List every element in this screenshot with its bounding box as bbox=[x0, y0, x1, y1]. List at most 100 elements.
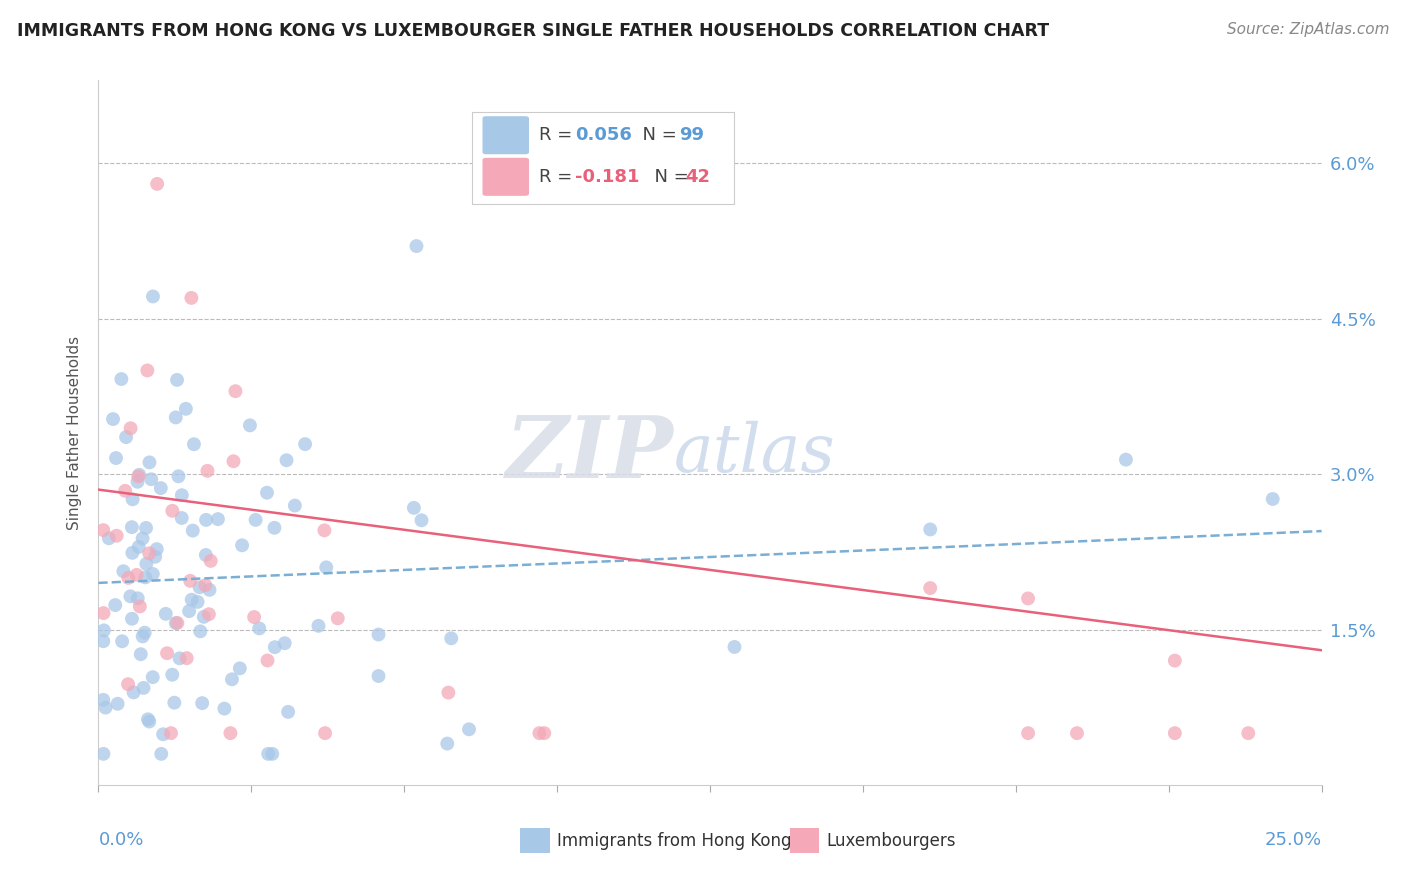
Point bbox=[138, 546, 160, 560]
Point bbox=[146, 177, 169, 191]
Point bbox=[91, 634, 114, 648]
Text: 99: 99 bbox=[679, 127, 704, 145]
Point bbox=[105, 529, 128, 543]
Point bbox=[141, 472, 163, 486]
Point bbox=[93, 747, 115, 761]
Point bbox=[107, 697, 129, 711]
Point bbox=[114, 483, 136, 498]
Point bbox=[243, 610, 266, 624]
Point bbox=[214, 701, 236, 715]
Text: atlas: atlas bbox=[673, 421, 835, 486]
Point bbox=[162, 667, 184, 681]
Point bbox=[138, 714, 160, 729]
Point bbox=[179, 574, 201, 588]
Point bbox=[224, 384, 246, 399]
Point bbox=[131, 629, 153, 643]
Point bbox=[110, 372, 132, 386]
Point bbox=[181, 524, 204, 538]
Text: R =: R = bbox=[538, 127, 578, 145]
Point bbox=[315, 560, 337, 574]
Point bbox=[294, 437, 316, 451]
Point bbox=[93, 606, 115, 620]
Point bbox=[402, 500, 425, 515]
Point bbox=[121, 492, 143, 507]
Point bbox=[277, 705, 299, 719]
Point bbox=[174, 401, 197, 416]
FancyBboxPatch shape bbox=[520, 828, 550, 854]
Point bbox=[405, 239, 427, 253]
Point bbox=[142, 566, 165, 581]
Point bbox=[170, 488, 193, 502]
Point bbox=[97, 531, 120, 545]
Point bbox=[135, 557, 157, 571]
Point bbox=[176, 651, 198, 665]
Point bbox=[222, 454, 245, 468]
Point bbox=[1066, 726, 1088, 740]
Point bbox=[101, 412, 124, 426]
Point bbox=[193, 610, 215, 624]
Point bbox=[195, 513, 218, 527]
Point bbox=[129, 647, 152, 661]
Point bbox=[165, 616, 187, 631]
Point bbox=[135, 521, 157, 535]
Point bbox=[229, 661, 252, 675]
Text: 0.056: 0.056 bbox=[575, 127, 633, 145]
Point bbox=[127, 475, 149, 489]
Point bbox=[149, 481, 172, 495]
Text: IMMIGRANTS FROM HONG KONG VS LUXEMBOURGER SINGLE FATHER HOUSEHOLDS CORRELATION C: IMMIGRANTS FROM HONG KONG VS LUXEMBOURGE… bbox=[17, 22, 1049, 40]
Point bbox=[276, 453, 298, 467]
Point bbox=[198, 582, 221, 597]
Point bbox=[1115, 452, 1137, 467]
Point bbox=[112, 564, 135, 578]
Point bbox=[367, 669, 389, 683]
Point bbox=[160, 726, 183, 740]
Point bbox=[263, 640, 285, 655]
Text: Source: ZipAtlas.com: Source: ZipAtlas.com bbox=[1226, 22, 1389, 37]
Point bbox=[257, 747, 280, 761]
Point bbox=[326, 611, 349, 625]
Text: 25.0%: 25.0% bbox=[1264, 830, 1322, 849]
Text: -0.181: -0.181 bbox=[575, 168, 640, 186]
Point bbox=[200, 554, 222, 568]
Point bbox=[411, 513, 433, 527]
Text: ZIP: ZIP bbox=[506, 412, 673, 496]
Point bbox=[284, 499, 307, 513]
Point bbox=[120, 421, 142, 435]
Point bbox=[117, 677, 139, 691]
Point bbox=[245, 513, 267, 527]
Point bbox=[188, 624, 211, 639]
Point bbox=[111, 634, 134, 648]
Point bbox=[136, 363, 159, 377]
Point bbox=[256, 485, 278, 500]
Point bbox=[163, 696, 186, 710]
Point bbox=[169, 651, 191, 665]
Text: 0.0%: 0.0% bbox=[98, 830, 143, 849]
Point bbox=[152, 727, 174, 741]
Point bbox=[920, 523, 942, 537]
Point bbox=[115, 430, 138, 444]
Point bbox=[143, 549, 166, 564]
Point bbox=[94, 700, 117, 714]
Point bbox=[121, 546, 143, 560]
Point bbox=[187, 595, 209, 609]
Point bbox=[197, 464, 219, 478]
Point bbox=[120, 590, 142, 604]
Point bbox=[191, 696, 214, 710]
Point bbox=[131, 532, 153, 546]
Point bbox=[239, 418, 262, 433]
Point bbox=[221, 673, 243, 687]
Point bbox=[132, 681, 155, 695]
Point bbox=[142, 289, 165, 303]
Point bbox=[136, 712, 159, 726]
Point bbox=[314, 524, 336, 538]
Point bbox=[121, 612, 143, 626]
Point bbox=[274, 636, 297, 650]
Point bbox=[104, 598, 127, 612]
Point bbox=[231, 538, 253, 552]
Point bbox=[117, 571, 139, 585]
Point bbox=[198, 607, 221, 622]
Point bbox=[458, 723, 481, 737]
Point bbox=[194, 548, 217, 562]
Point bbox=[247, 621, 270, 635]
Point bbox=[188, 580, 211, 594]
